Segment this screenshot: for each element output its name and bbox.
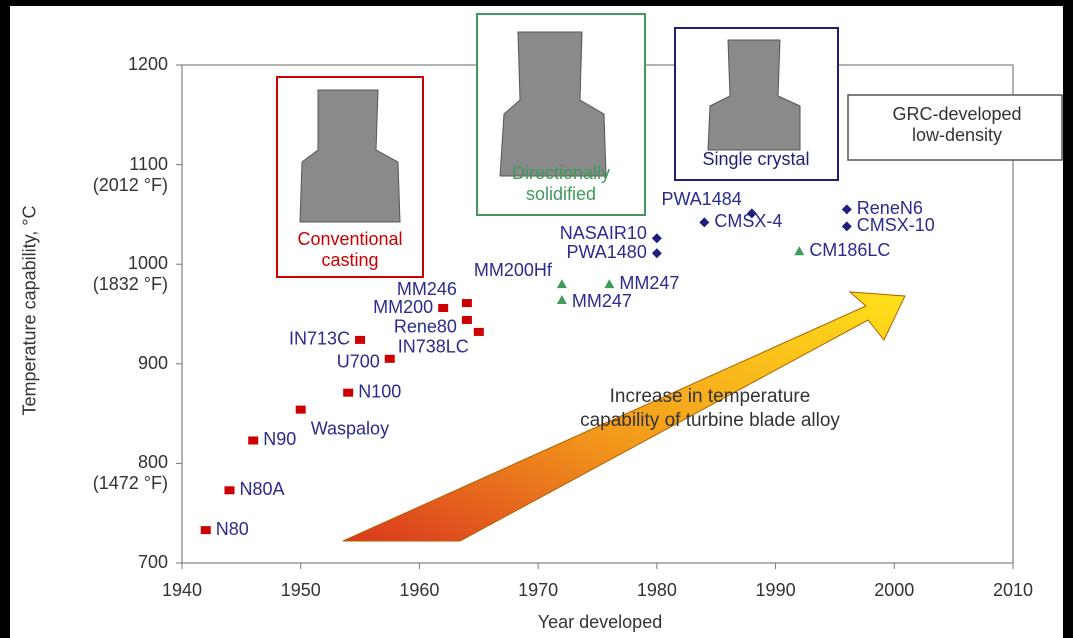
y-tick-label: 900	[40, 353, 168, 374]
chart: 1940 1950 1960 1970 1980 1990 2000 2010 N80 N80A N…	[0, 0, 1073, 638]
point-label: NASAIR10	[560, 223, 647, 243]
data-point	[248, 436, 258, 444]
page: 1940 1950 1960 1970 1980 1990 2000 2010 N80 N80A N…	[0, 0, 1073, 638]
data-point	[842, 204, 852, 214]
data-point	[699, 217, 709, 227]
point-label: U700	[337, 352, 380, 372]
data-point	[201, 526, 211, 534]
point-label: Waspaloy	[311, 418, 389, 438]
x-tick-label: 1970	[518, 580, 558, 600]
data-point	[557, 295, 567, 304]
point-label: N80A	[239, 479, 284, 499]
data-point	[557, 279, 567, 288]
point-label: Rene80	[394, 317, 457, 337]
point-label: CM186LC	[809, 240, 890, 260]
series-label: Directionally solidified	[477, 163, 645, 205]
x-tick-label: 1960	[399, 580, 439, 600]
x-axis-title: Year developed	[470, 612, 730, 633]
series-label: Single crystal	[675, 149, 838, 170]
data-point	[438, 304, 448, 312]
x-tick-label: 2000	[874, 580, 914, 600]
point-label: CMSX-10	[857, 215, 935, 235]
data-point	[842, 221, 852, 231]
point-label: PWA1484	[661, 189, 741, 209]
y-tick-label: 1200	[40, 54, 168, 75]
data-point	[652, 233, 662, 243]
x-tick-label: 1980	[637, 580, 677, 600]
point-label: MM247	[572, 291, 632, 311]
y-tick-label: 1000 (1832 °F)	[40, 253, 168, 295]
data-point	[604, 279, 614, 288]
series-label: Conventional casting	[275, 229, 425, 271]
x-tick-label: 2010	[993, 580, 1033, 600]
point-label: N90	[263, 429, 296, 449]
point-label: N100	[358, 381, 401, 401]
point-label: IN713C	[289, 329, 350, 349]
point-label: MM246	[397, 279, 457, 299]
x-tick-label: 1990	[756, 580, 796, 600]
data-point	[343, 389, 353, 397]
point-label: MM200Hf	[474, 260, 553, 280]
y-tick-label: 700	[40, 552, 168, 573]
point-label: MM200	[373, 297, 433, 317]
data-point	[385, 355, 395, 363]
x-tick-label: 1950	[281, 580, 321, 600]
data-point	[462, 316, 472, 324]
data-point	[224, 486, 234, 494]
annotation: GRC-developed low-density	[862, 104, 1052, 146]
data-point	[794, 246, 804, 255]
point-label: PWA1480	[566, 242, 646, 262]
data-point	[355, 336, 365, 344]
point-label: N80	[216, 519, 249, 539]
annotation: Increase in temperature capability of tu…	[500, 385, 920, 433]
data-point	[652, 248, 662, 258]
point-label: IN738LC	[398, 337, 469, 357]
point-label: MM247	[619, 273, 679, 293]
y-axis-title: Temperature capability, °C	[20, 151, 41, 471]
y-tick-label: 800 (1472 °F)	[40, 452, 168, 494]
x-tick-label: 1940	[162, 580, 202, 600]
data-point	[474, 328, 484, 336]
y-tick-label: 1100 (2012 °F)	[40, 154, 168, 196]
data-point	[296, 406, 306, 414]
data-point	[462, 299, 472, 307]
